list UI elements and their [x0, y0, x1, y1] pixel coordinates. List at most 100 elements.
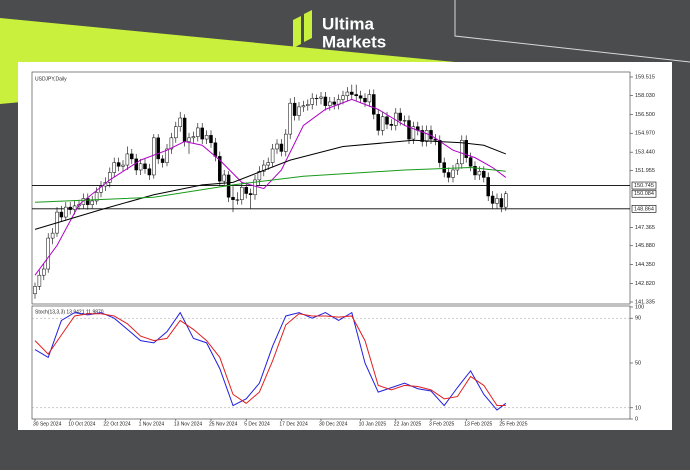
- candle-body: [385, 116, 389, 125]
- candle-body: [209, 135, 213, 144]
- y-tick-label: 151.955: [635, 168, 655, 174]
- candle-body: [292, 102, 297, 116]
- candle-body: [72, 205, 77, 210]
- y-tick-label: 100: [635, 304, 644, 310]
- candle-body: [257, 170, 262, 181]
- y-tick-label: 147.365: [635, 225, 655, 231]
- candle-body: [363, 97, 367, 103]
- stoch-title: Stoch(13,3,3) 13.9421 11.9870: [35, 309, 104, 315]
- x-tick-label: 10 Jan 2025: [359, 421, 387, 427]
- candle-body: [301, 105, 306, 108]
- candle-body: [455, 163, 460, 171]
- x-tick-label: 25 Nov 2024: [209, 421, 238, 427]
- y-tick-label: 153.440: [635, 150, 655, 156]
- candle-body: [341, 95, 345, 100]
- x-tick-label: 13 Nov 2024: [174, 421, 203, 427]
- candle-body: [253, 179, 257, 196]
- candle-body: [196, 127, 200, 137]
- y-tick-label: 144.350: [635, 262, 655, 268]
- y-tick-label: 159.515: [635, 74, 655, 80]
- x-tick-label: 5 Dec 2024: [244, 421, 270, 427]
- candle-body: [178, 117, 182, 127]
- price-label: 150.084: [634, 191, 654, 197]
- candle-body: [222, 174, 226, 182]
- candle-body: [90, 200, 94, 205]
- stoch-frame: [31, 305, 631, 420]
- y-tick-label: 156.500: [635, 112, 655, 118]
- candle-body: [68, 206, 72, 210]
- candle-body: [138, 163, 143, 171]
- candle-body: [174, 126, 178, 139]
- x-tick-label: 25 Feb 2025: [499, 421, 527, 427]
- y-tick-label: 154.970: [635, 131, 655, 137]
- candle-body: [235, 199, 240, 201]
- candle-body: [134, 158, 138, 171]
- x-tick-label: 22 Jan 2025: [394, 421, 422, 427]
- candle-body: [191, 136, 196, 139]
- candle-body: [130, 153, 134, 160]
- candle-body: [499, 198, 504, 208]
- candle-body: [50, 232, 55, 239]
- y-tick-label: 145.880: [635, 243, 655, 249]
- x-tick-label: 1 Nov 2024: [139, 421, 165, 427]
- candle-body: [407, 120, 411, 140]
- candle-body: [446, 172, 451, 178]
- candle-body: [376, 114, 380, 131]
- candle-body: [350, 91, 354, 95]
- candle-body: [204, 135, 209, 140]
- candle-body: [464, 140, 468, 158]
- candle-body: [125, 153, 130, 166]
- candle-body: [59, 211, 64, 218]
- y-tick-label: 142.820: [635, 281, 655, 287]
- chart-title: USDJPY,Daily: [35, 76, 67, 82]
- level-label-box: [631, 205, 657, 213]
- chart-panel: [18, 62, 672, 430]
- logo-icon: [293, 16, 301, 48]
- candle-body: [275, 143, 279, 150]
- candle-body: [389, 123, 394, 126]
- candle-body: [112, 162, 116, 173]
- candle-body: [442, 162, 446, 173]
- candle-body: [213, 142, 218, 157]
- candle-body: [160, 158, 165, 163]
- y-tick-label: 141.335: [635, 299, 655, 305]
- candle-body: [33, 286, 37, 295]
- candle-body: [314, 97, 319, 100]
- indicator-line: [34, 311, 507, 411]
- candle-body: [94, 192, 99, 202]
- candle-body: [182, 117, 187, 142]
- candle-body: [218, 156, 222, 182]
- candle-body: [398, 112, 402, 121]
- candle-body: [147, 168, 152, 176]
- candle-body: [143, 163, 147, 170]
- candle-body: [490, 195, 495, 204]
- candle-body: [169, 137, 174, 150]
- x-tick-label: 30 Dec 2024: [319, 421, 348, 427]
- decor-line: [454, 0, 690, 63]
- candle-body: [279, 143, 284, 152]
- candle-body: [240, 187, 244, 200]
- candle-body: [372, 94, 376, 115]
- indicator-line: [34, 139, 506, 230]
- candle-body: [495, 198, 499, 204]
- price-label-box: [631, 189, 657, 198]
- y-tick-label: 0: [635, 416, 638, 422]
- candle-body: [244, 187, 248, 194]
- candle-body: [297, 106, 301, 116]
- candle-body: [402, 120, 407, 122]
- candle-body: [200, 127, 204, 140]
- candle-body: [46, 237, 50, 270]
- candle-body: [86, 198, 90, 205]
- y-tick-label: 10: [635, 405, 641, 411]
- candle-body: [319, 96, 323, 99]
- candle-body: [121, 164, 125, 167]
- brand-top: Ultima: [322, 14, 375, 33]
- y-tick-label: 90: [635, 316, 641, 322]
- candle-body: [187, 137, 191, 142]
- indicator-line: [34, 313, 506, 407]
- candle-body: [354, 94, 358, 96]
- level-label: 150.745: [634, 183, 654, 189]
- candle-body: [266, 162, 270, 166]
- indicator-line: [34, 98, 507, 276]
